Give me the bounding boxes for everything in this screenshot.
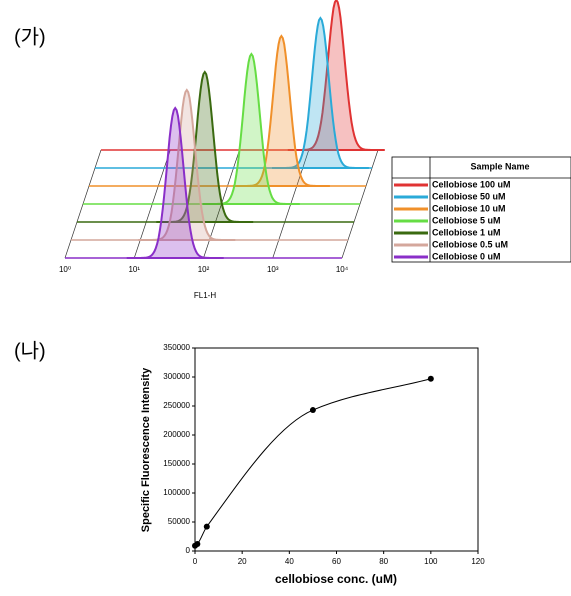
histogram-peak [126,106,224,259]
x-tick-label: 120 [471,557,485,566]
x-tick-label: 20 [238,557,247,566]
data-point [194,541,201,548]
y-tick-label: 200000 [163,430,190,439]
y-tick-label: 250000 [163,401,190,410]
histogram-peak [138,88,236,241]
histogram-peak [232,34,330,187]
legend-label: Cellobiose 5 uM [432,215,501,225]
x-axis-label: FL1-H [194,291,216,300]
legend-label: Cellobiose 0 uM [432,251,501,261]
legend-label: Cellobiose 10 uM [432,203,506,213]
x-tick-label: 0 [193,557,198,566]
x-axis-label: cellobiose conc. (uM) [275,572,397,586]
histogram-peak [287,0,385,151]
data-point [203,523,210,530]
y-tick-label: 300000 [163,372,190,381]
fit-curve [194,378,431,547]
legend-label: Cellobiose 100 uM [432,179,511,189]
y-axis-label: Specific Fluorescence Intensity [140,367,152,532]
histogram-peak [272,16,369,169]
legend-title: Sample Name [470,161,529,171]
data-point [309,407,316,414]
x-tick-label: 40 [285,557,294,566]
legend-label: Cellobiose 1 uM [432,227,501,237]
x-tick-label: 100 [424,557,438,566]
x-tick-label: 80 [379,557,388,566]
x-tick-label: 10² [198,265,210,274]
y-tick-label: 0 [186,546,191,555]
histogram-peak [156,70,254,223]
y-tick-label: 150000 [163,459,190,468]
x-tick-label: 10⁰ [59,265,71,274]
histogram-peak [202,52,300,205]
x-tick-label: 10⁴ [336,265,349,274]
y-tick-label: 50000 [168,517,191,526]
x-tick-label: 10¹ [128,265,140,274]
x-tick-label: 10³ [267,265,279,274]
y-tick-label: 100000 [163,488,190,497]
x-tick-label: 60 [332,557,341,566]
plot-frame [194,347,479,552]
legend-label: Cellobiose 50 uM [432,191,506,201]
legend-label: Cellobiose 0.5 uM [432,239,508,249]
data-point [427,375,434,382]
panel-label: (나) [14,339,46,362]
panel-label: (가) [14,25,46,48]
y-tick-label: 350000 [163,343,190,352]
